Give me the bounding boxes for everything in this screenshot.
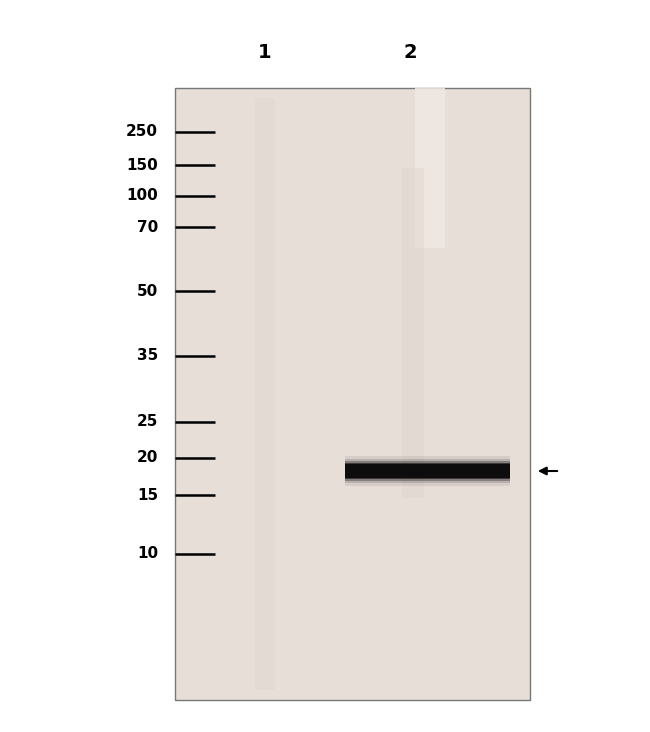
Text: 35: 35 (136, 348, 158, 364)
Bar (345, 456, 510, 486)
Bar (175, 88, 530, 700)
Text: 70: 70 (136, 220, 158, 234)
Text: 15: 15 (137, 488, 158, 502)
Bar (255, 98, 275, 690)
Text: 20: 20 (136, 450, 158, 466)
Text: 50: 50 (136, 283, 158, 299)
Text: 100: 100 (126, 189, 158, 203)
Text: 10: 10 (137, 547, 158, 561)
Bar (345, 464, 510, 478)
Bar (415, 88, 445, 248)
Text: 25: 25 (136, 414, 158, 430)
Text: 2: 2 (403, 42, 417, 61)
Text: 1: 1 (258, 42, 272, 61)
Bar (402, 168, 424, 498)
Bar (345, 461, 510, 481)
Bar (345, 463, 510, 479)
Text: 150: 150 (126, 157, 158, 173)
Bar (345, 459, 510, 483)
Text: 250: 250 (126, 124, 158, 140)
